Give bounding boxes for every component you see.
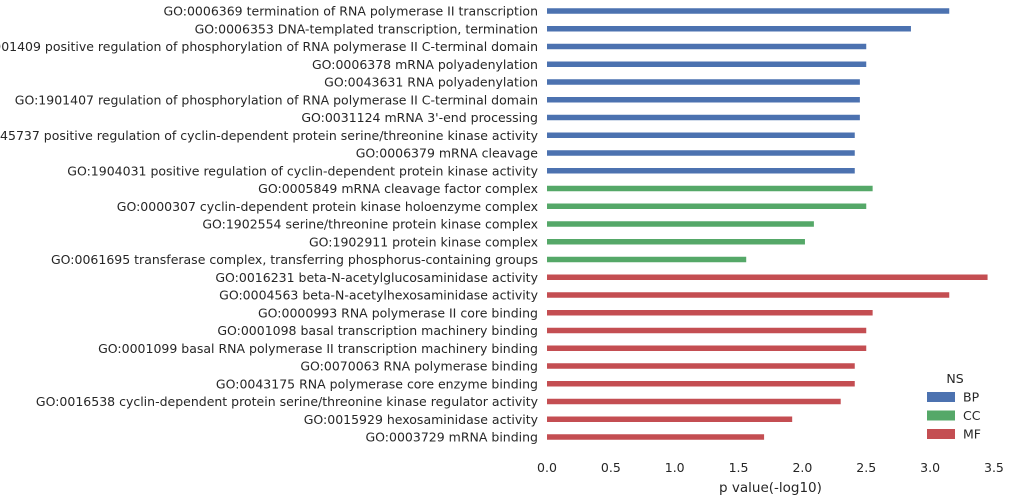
category-label: GO:1902911 protein kinase complex	[309, 234, 538, 249]
category-label: GO:1902554 serine/threonine protein kina…	[202, 217, 538, 232]
bar	[547, 26, 911, 32]
bars-layer	[547, 8, 988, 440]
legend: NS BP CC MF	[927, 371, 981, 442]
bar	[547, 132, 855, 138]
category-label: GO:0061695 transferase complex, transfer…	[51, 252, 538, 267]
category-label: GO:0001099 basal RNA polymerase II trans…	[98, 341, 538, 356]
bar	[547, 256, 747, 263]
category-label: GO:0000993 RNA polymerase II core bindin…	[258, 305, 538, 320]
category-label: GO:0001098 basal transcription machinery…	[217, 323, 538, 338]
bar	[547, 416, 793, 422]
bar	[547, 79, 860, 85]
bar	[547, 43, 867, 50]
bar	[547, 61, 867, 67]
category-label: GO:0016231 beta-N-acetylglucosaminidase …	[215, 270, 538, 285]
category-label: GO:0070063 RNA polymerase binding	[300, 359, 538, 374]
bar	[547, 327, 867, 334]
category-label: GO:0015929 hexosaminidase activity	[304, 412, 539, 427]
legend-swatch	[927, 429, 955, 439]
x-tick-label: 3.5	[984, 460, 1004, 475]
legend-title: NS	[946, 371, 963, 386]
bar	[547, 221, 814, 227]
bar	[547, 310, 873, 316]
bar	[547, 150, 855, 156]
category-label: GO:0045737 positive regulation of cyclin…	[0, 128, 539, 143]
category-label: GO:0043631 RNA polyadenylation	[324, 75, 538, 90]
bar	[547, 381, 855, 387]
category-label: GO:0005849 mRNA cleavage factor complex	[258, 181, 538, 196]
legend-entries: BP CC MF	[927, 390, 981, 442]
x-tick-label: 2.0	[792, 460, 812, 475]
category-label: GO:0006353 DNA-templated transcription, …	[195, 21, 538, 36]
category-label: GO:1904031 positive regulation of cyclin…	[67, 163, 538, 178]
category-label: GO:0006369 termination of RNA polymerase…	[163, 4, 538, 19]
category-label: GO:1901407 regulation of phosphorylation…	[15, 92, 538, 107]
x-tick-label: 1.0	[665, 460, 685, 475]
category-label: GO:0000307 cyclin-dependent protein kina…	[117, 199, 538, 214]
legend-swatch	[927, 392, 955, 402]
bar	[547, 274, 988, 280]
bar	[547, 398, 841, 405]
x-tick-label: 0.0	[537, 460, 557, 475]
category-label: GO:0043175 RNA polymerase core enzyme bi…	[216, 376, 538, 391]
x-tick-label: 3.0	[920, 460, 940, 475]
category-label: GO:0004563 beta-N-acetylhexosaminidase a…	[219, 288, 538, 303]
legend-label: BP	[963, 390, 980, 405]
bar	[547, 345, 867, 351]
category-label: GO:0006379 mRNA cleavage	[356, 146, 539, 161]
bar	[547, 114, 860, 121]
bar	[547, 363, 855, 369]
category-label: GO:0031124 mRNA 3'-end processing	[301, 110, 538, 125]
bar	[547, 185, 873, 192]
bar	[547, 97, 860, 103]
category-labels: GO:0006369 termination of RNA polymerase…	[0, 4, 539, 445]
x-tick-label: 2.5	[856, 460, 876, 475]
x-tick-label: 0.5	[601, 460, 621, 475]
bar	[547, 168, 855, 174]
category-label: GO:0006378 mRNA polyadenylation	[312, 57, 538, 72]
legend-label: MF	[963, 427, 981, 442]
bar	[547, 239, 805, 245]
x-axis-title: p value(-log10)	[719, 480, 822, 496]
x-axis-ticks: 0.0 0.5 1.0 1.5 2.0 2.5 3.0 3.5	[537, 460, 1004, 475]
x-tick-label: 1.5	[729, 460, 749, 475]
bar	[547, 434, 765, 440]
bar	[547, 203, 867, 209]
category-label: GO:1901409 positive regulation of phosph…	[0, 39, 538, 54]
legend-swatch	[927, 410, 955, 421]
category-label: GO:0016538 cyclin-dependent protein seri…	[36, 394, 539, 409]
bar	[547, 292, 950, 298]
category-label: GO:0003729 mRNA binding	[366, 430, 539, 445]
legend-label: CC	[963, 408, 981, 423]
bar	[547, 8, 950, 14]
